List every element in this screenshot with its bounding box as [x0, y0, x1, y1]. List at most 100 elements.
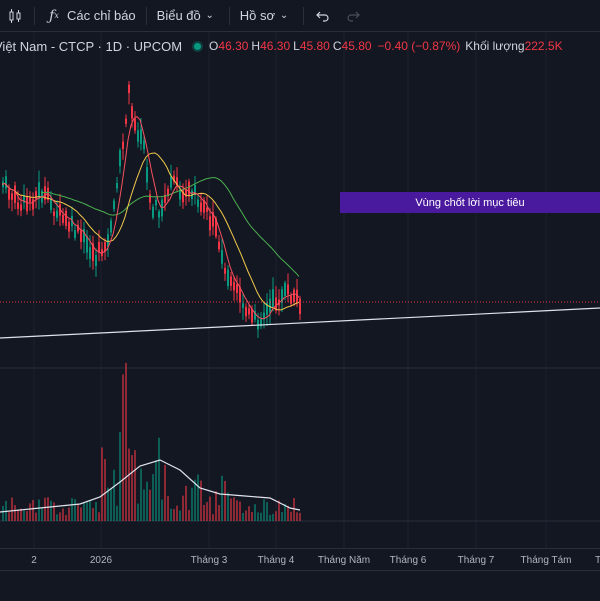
volume-bar	[212, 514, 214, 521]
time-label: Tháng 7	[457, 555, 495, 566]
candle-body	[215, 218, 217, 237]
candle-body	[263, 312, 265, 320]
volume-bar	[254, 504, 256, 521]
redo-button[interactable]	[338, 0, 368, 32]
candle-body	[296, 289, 298, 303]
volume-bar	[182, 495, 184, 521]
candle-body	[116, 182, 118, 189]
volume-bar	[59, 512, 61, 521]
candle-body	[11, 193, 13, 200]
volume-bar	[86, 502, 88, 521]
volume-bar	[122, 374, 124, 521]
volume-bar	[32, 499, 34, 521]
charts-menu-button[interactable]: Biểu đồ ⌄	[151, 0, 225, 32]
volume-bar	[239, 501, 241, 521]
profile-label: Hồ sơ	[239, 8, 276, 23]
price-chart[interactable]	[0, 32, 600, 548]
candle-body	[5, 176, 7, 189]
candle-body	[158, 211, 160, 218]
volume-bar	[140, 468, 142, 521]
volume-bar	[221, 475, 223, 521]
candle-body	[218, 241, 220, 250]
undo-button[interactable]	[308, 0, 338, 32]
volume-ma-line	[0, 459, 301, 513]
volume-bars	[2, 362, 301, 521]
volume-bar	[230, 498, 232, 521]
volume-bar	[71, 498, 73, 521]
candlestick-icon	[6, 7, 24, 25]
volume-bar	[26, 510, 28, 521]
candle-body	[299, 298, 301, 314]
volume-bar	[101, 447, 103, 521]
volume-bar	[242, 512, 244, 521]
volume-bar	[266, 502, 268, 521]
candle-body	[32, 199, 34, 210]
candle-body	[197, 199, 199, 207]
volume-bar	[275, 511, 277, 521]
candle-body	[17, 202, 19, 209]
candle-body	[248, 308, 250, 315]
candle-body	[143, 140, 145, 150]
ma-fast-line	[1, 115, 300, 320]
volume-bar	[80, 507, 82, 521]
volume-bar	[149, 489, 151, 521]
target-zone-label: Vùng chốt lời mục tiêu	[415, 196, 525, 209]
volume-bar	[83, 502, 85, 521]
candle-body	[182, 189, 184, 203]
ma-mid-line	[1, 152, 300, 311]
chevron-down-icon: ⌄	[205, 10, 214, 21]
candle-body	[134, 118, 136, 131]
volume-bar	[191, 487, 193, 521]
candle-body	[161, 199, 163, 217]
time-label: T	[594, 555, 600, 566]
volume-bar	[116, 505, 118, 521]
chart-type-button[interactable]	[0, 0, 30, 32]
candle-body	[227, 269, 229, 287]
candle-body	[107, 234, 109, 247]
low-value: 45.80	[299, 39, 330, 53]
candle-body	[236, 284, 238, 294]
candle-body	[65, 210, 67, 226]
volume-bar	[188, 509, 190, 521]
volume-bar	[245, 510, 247, 521]
candle-body	[80, 230, 82, 242]
candle-body	[281, 289, 283, 303]
volume-bar	[194, 479, 196, 521]
candle-body	[131, 106, 133, 119]
candle-body	[92, 243, 94, 261]
undo-icon	[314, 7, 332, 25]
volume-bar	[77, 504, 79, 521]
volume-bar	[137, 503, 139, 521]
candle-body	[176, 177, 178, 186]
volume-bar	[233, 497, 235, 521]
volume-bar	[8, 512, 10, 521]
volume-bar	[260, 512, 262, 521]
volume-bar	[167, 496, 169, 521]
candle-body	[212, 212, 214, 227]
time-axis[interactable]: 2 2026 Tháng 3 Tháng 4 Tháng Năm Tháng 6…	[0, 548, 600, 571]
volume-bar	[269, 514, 271, 521]
chevron-down-icon: ⌄	[279, 10, 289, 21]
candle-body	[53, 211, 55, 216]
candle-body	[164, 194, 166, 203]
volume-bar	[119, 431, 121, 521]
volume-bar	[152, 474, 154, 521]
high-value: 46.30	[260, 39, 291, 53]
close-label: C	[332, 39, 342, 53]
candle-body	[98, 241, 100, 253]
symbol-title[interactable]: Việt Nam - CTCP · 1D · UPCOM	[0, 38, 183, 54]
candle-body	[89, 247, 91, 259]
candle-body	[203, 199, 205, 213]
target-zone-annotation[interactable]: Vùng chốt lời mục tiêu	[340, 192, 600, 213]
profile-menu-button[interactable]: Hồ sơ ⌄	[234, 0, 299, 32]
volume-bar	[251, 512, 253, 521]
candle-body	[245, 306, 247, 317]
candle-body	[200, 202, 202, 212]
time-label: 2	[31, 555, 37, 566]
volume-bar	[278, 500, 280, 521]
volume-bar	[65, 514, 67, 521]
volume-bar	[287, 505, 289, 521]
candle-body	[20, 204, 22, 211]
